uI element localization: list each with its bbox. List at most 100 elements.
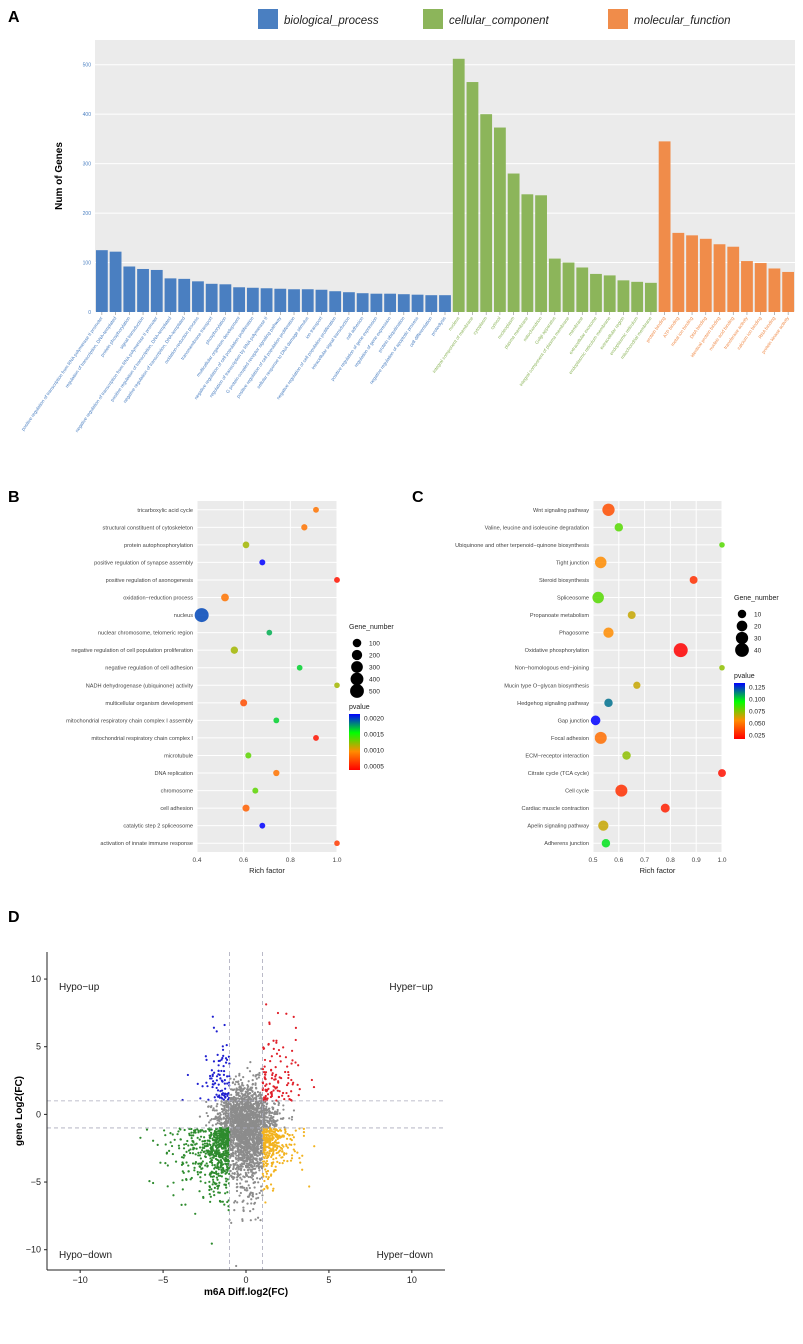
scatter-point <box>252 1129 255 1132</box>
scatter-point <box>272 1141 275 1145</box>
scatter-point <box>249 1112 252 1115</box>
scatter-point <box>211 1164 214 1167</box>
scatter-point <box>262 1143 265 1146</box>
scatter-point <box>261 1131 264 1134</box>
bubble-point <box>590 715 601 726</box>
scatter-point <box>256 1123 259 1127</box>
scatter-point <box>279 1136 282 1139</box>
scatter-point <box>241 1218 244 1221</box>
color-legend-label: 0.0020 <box>364 716 384 723</box>
scatter-point <box>215 1105 218 1108</box>
scatter-point <box>260 1144 263 1147</box>
scatter-point <box>252 1103 255 1106</box>
bubble-point <box>719 664 725 671</box>
bubble-point <box>313 734 319 741</box>
y-axis-label: gene Log2(FC) <box>14 1076 25 1146</box>
scatter-point <box>228 1145 231 1148</box>
scatter-point <box>275 1135 278 1139</box>
scatter-point <box>237 1108 240 1111</box>
scatter-point <box>234 1150 237 1153</box>
y-tick-label: 5 <box>36 1042 41 1052</box>
scatter-point <box>218 1117 221 1120</box>
scatter-point <box>253 1097 256 1100</box>
scatter-point <box>240 1100 243 1103</box>
scatter-point <box>263 1073 267 1076</box>
scatter-point <box>224 1122 227 1125</box>
scatter-point <box>265 1083 268 1086</box>
bubble-point <box>673 643 688 658</box>
scatter-point <box>270 1069 273 1072</box>
scatter-point <box>242 1208 245 1212</box>
scatter-point <box>263 1058 267 1062</box>
scatter-point <box>224 1104 227 1107</box>
scatter-point <box>228 1124 232 1127</box>
scatter-point <box>223 1079 226 1082</box>
scatter-point <box>232 1155 235 1158</box>
scatter-point <box>287 1073 290 1077</box>
scatter-point <box>239 1078 242 1081</box>
scatter-point <box>248 1091 251 1095</box>
scatter-point <box>235 1124 239 1127</box>
legend-swatch-biological_process <box>258 9 278 29</box>
scatter-point <box>270 1129 274 1133</box>
scatter-point <box>220 1168 223 1171</box>
scatter-point <box>212 1153 215 1156</box>
scatter-point <box>235 1136 239 1140</box>
scatter-point <box>269 1143 272 1146</box>
scatter-point <box>220 1175 224 1178</box>
scatter-point <box>227 1160 230 1163</box>
size-legend-dot <box>350 672 364 686</box>
scatter-point <box>225 1105 228 1109</box>
scatter-point <box>216 1119 219 1122</box>
scatter-point <box>234 1083 237 1086</box>
scatter-point <box>193 1169 196 1172</box>
scatter-point <box>245 1187 248 1190</box>
scatter-point <box>219 1200 222 1203</box>
scatter-point <box>219 1113 222 1116</box>
scatter-point <box>288 1143 291 1146</box>
scatter-point <box>285 1152 288 1155</box>
scatter-point <box>250 1176 253 1179</box>
scatter-point <box>270 1116 274 1119</box>
scatter-point <box>255 1128 258 1131</box>
scatter-point <box>254 1093 257 1096</box>
scatter-point <box>232 1115 235 1119</box>
scatter-point <box>197 1154 200 1157</box>
scatter-point <box>231 1172 234 1175</box>
scatter-point <box>220 1123 223 1126</box>
scatter-point <box>260 1107 263 1111</box>
scatter-point <box>213 1071 216 1074</box>
scatter-point <box>249 1106 252 1109</box>
scatter-point <box>239 1191 242 1195</box>
scatter-point <box>227 1162 230 1165</box>
bubble-point <box>242 804 250 812</box>
kegg-bubble-chart-svg: C 0.5 0.6 0.7 0.8 0.9 1.0 Rich factor Wnt signal… <box>412 489 779 875</box>
scatter-point <box>166 1185 169 1188</box>
color-legend-title: pvalue <box>349 704 370 711</box>
scatter-point <box>301 1168 304 1171</box>
size-legend-dot <box>736 620 748 632</box>
scatter-point <box>296 1083 299 1086</box>
scatter-point <box>209 1200 212 1203</box>
scatter-point <box>290 1115 294 1119</box>
scatter-point <box>256 1116 259 1120</box>
scatter-point <box>246 1094 249 1097</box>
scatter-point <box>266 1177 270 1181</box>
scatter-point <box>220 1058 223 1061</box>
scatter-point <box>225 1132 228 1135</box>
scatter-point <box>217 1083 220 1086</box>
scatter-point <box>260 1122 263 1125</box>
scatter-point <box>257 1196 260 1199</box>
scatter-point <box>224 1145 227 1148</box>
scatter-point <box>312 1085 316 1089</box>
scatter-point <box>253 1112 256 1115</box>
scatter-point <box>215 1133 218 1136</box>
scatter-point <box>263 1111 266 1115</box>
scatter-point <box>209 1152 212 1155</box>
scatter-point <box>270 1077 273 1080</box>
scatter-point <box>222 1054 225 1057</box>
scatter-point <box>139 1136 142 1139</box>
scatter-point <box>290 1143 293 1146</box>
bubble-point <box>601 838 611 848</box>
scatter-point <box>263 1187 266 1191</box>
